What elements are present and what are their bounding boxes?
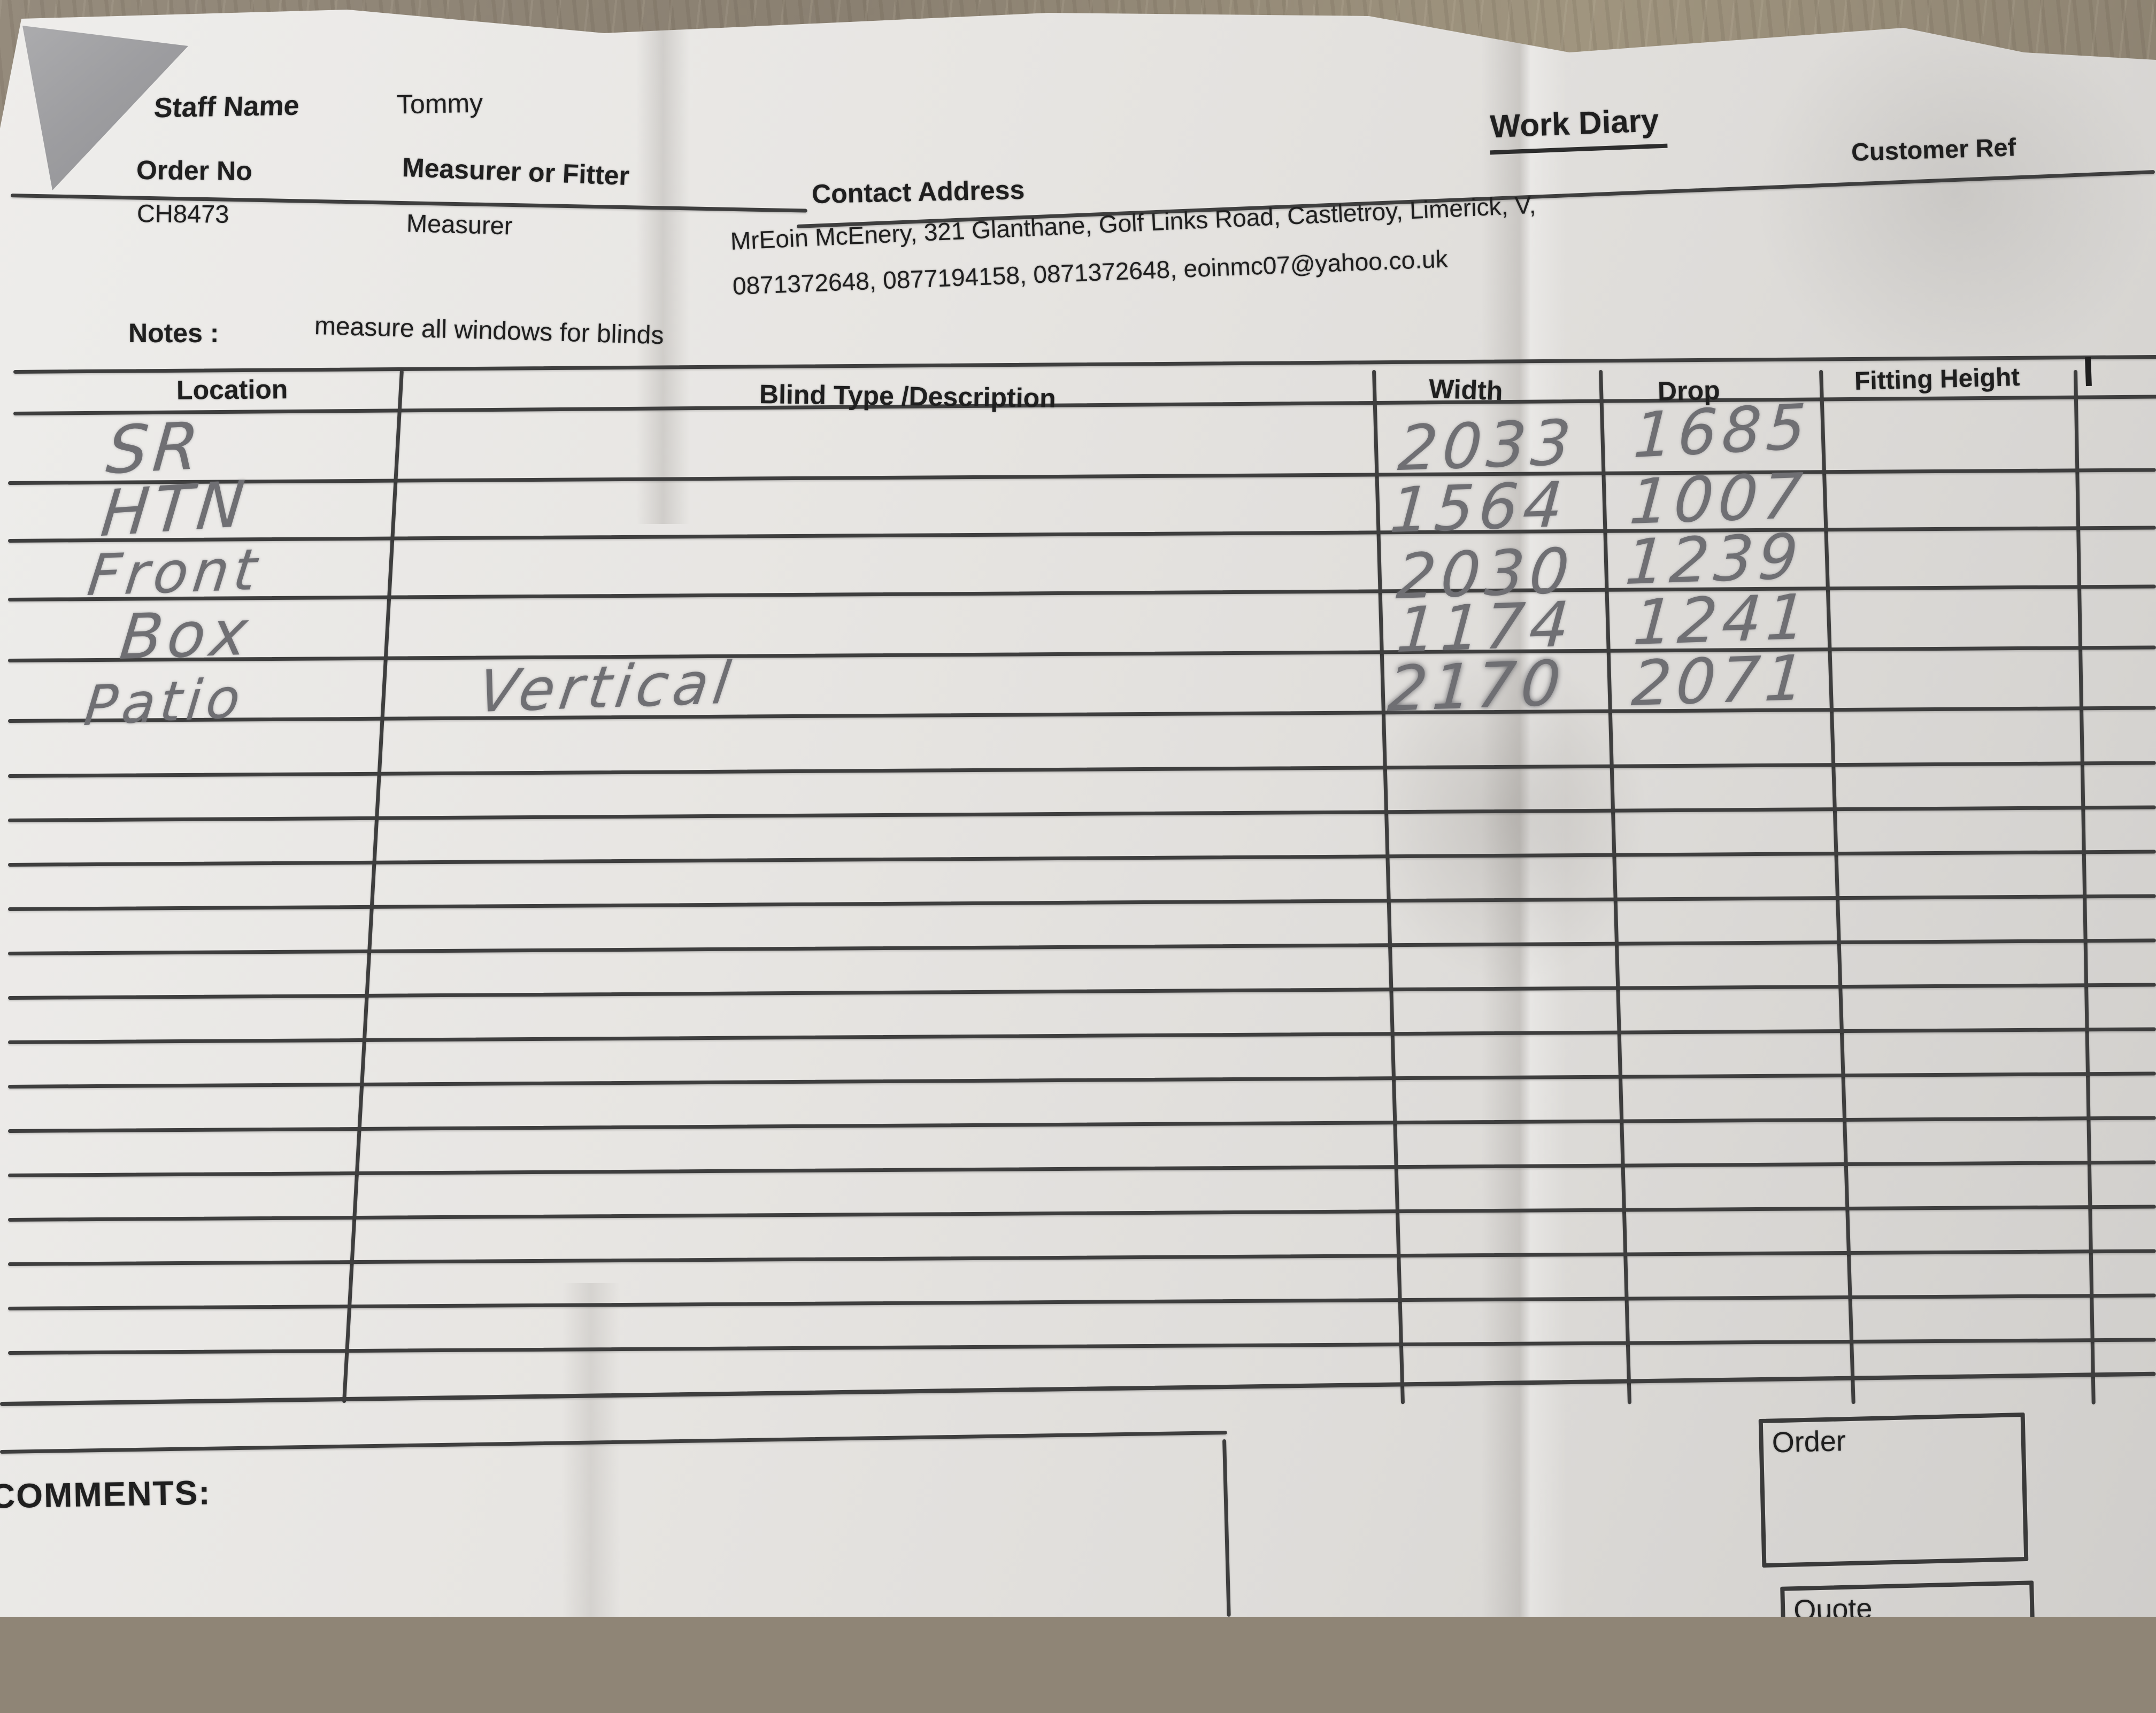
empty-row-line [7, 850, 2156, 867]
comments-box-right-line [1222, 1439, 1231, 1617]
notes-value: measure all windows for blinds [314, 312, 665, 350]
row-line-2 [7, 526, 2156, 543]
row5-drop-handwriting: 2071 [1629, 642, 1812, 721]
comments-label: COMMENTS: [0, 1473, 212, 1516]
order-no-label: Order No [136, 155, 252, 186]
empty-row-line [7, 1027, 2156, 1044]
contact-address-line2: 0871372648, 0877194158, 0871372648, eoin… [732, 244, 1449, 300]
crease-vertical-bottom [561, 1283, 620, 1617]
order-box-label: Order [1772, 1425, 1846, 1459]
row-line-3 [7, 584, 2156, 601]
empty-row-line [7, 1338, 2156, 1355]
row-line-4 [7, 645, 2156, 662]
row4-location-handwriting: Box [116, 597, 256, 674]
comments-box-top-line [0, 1430, 1227, 1454]
order-box: Order [1758, 1412, 2029, 1568]
col-header-width: Width [1428, 373, 1504, 406]
contact-address-label: Contact Address [811, 174, 1025, 210]
empty-row-line [7, 1071, 2156, 1089]
staff-name-value: Tommy [396, 88, 483, 120]
partial-column-header-letter [2085, 357, 2092, 387]
column-line-drop-fitting [1819, 369, 1855, 1405]
empty-row-line [7, 1205, 2156, 1222]
col-header-location: Location [176, 374, 288, 405]
empty-row-line [7, 983, 2156, 1000]
table-header-top-line [13, 355, 2156, 374]
row5-location-handwriting: Patio [81, 666, 248, 739]
notes-label: Notes : [128, 318, 219, 348]
empty-row-line [7, 1160, 2156, 1177]
row5-width-handwriting: 2170 [1385, 647, 1568, 726]
form-title: Work Diary [1488, 101, 1668, 155]
row2-width-handwriting: 1564 [1388, 468, 1570, 547]
row1-drop-handwriting: 1685 [1631, 390, 1813, 473]
empty-row-line [7, 938, 2156, 955]
quote-box-label: Quote [1793, 1592, 1873, 1627]
empty-row-line [7, 1293, 2156, 1310]
work-diary-form: Staff Name Tommy Work Diary Customer Ref… [0, 10, 2156, 1617]
measurer-or-fitter-label: Measurer or Fitter [402, 152, 630, 191]
customer-ref-label: Customer Ref [1851, 133, 2016, 166]
column-line-location [342, 369, 404, 1403]
row-line-1 [7, 468, 2156, 485]
empty-row-line [7, 1249, 2156, 1266]
empty-row-line [7, 894, 2156, 911]
empty-row-line [7, 1116, 2156, 1133]
measurer-or-fitter-value: Measurer [406, 209, 513, 240]
table-bottom-line [0, 1371, 2156, 1406]
row5-blind-type-handwriting: Vertical [474, 649, 739, 726]
column-line-width-drop [1599, 369, 1632, 1405]
col-header-blind-type: Blind Type /Description [759, 379, 1057, 413]
fold-vertical-center [1481, 10, 1567, 1617]
crease-vertical-left [636, 10, 690, 524]
col-header-fitting-height: Fitting Height [1854, 362, 2020, 396]
table-header-bottom-line [13, 395, 2156, 415]
order-no-value: CH8473 [136, 199, 229, 228]
quote-box: Quote [1780, 1580, 2037, 1627]
staff-name-label: Staff Name [153, 90, 301, 124]
